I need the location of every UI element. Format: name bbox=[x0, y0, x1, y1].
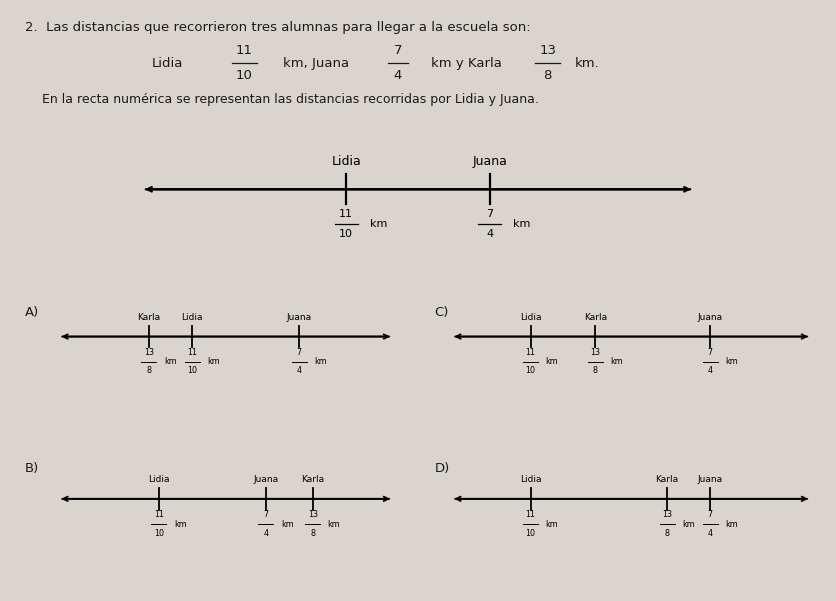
Text: km: km bbox=[370, 219, 387, 229]
Text: Lidia: Lidia bbox=[148, 475, 170, 484]
Text: 2.  Las distancias que recorrieron tres alumnas para llegar a la escuela son:: 2. Las distancias que recorrieron tres a… bbox=[25, 20, 531, 34]
Text: 10: 10 bbox=[526, 529, 536, 538]
Text: Juana: Juana bbox=[698, 475, 723, 484]
Text: 11: 11 bbox=[526, 348, 536, 357]
Text: B): B) bbox=[25, 462, 39, 475]
Text: 8: 8 bbox=[543, 69, 552, 82]
Text: km.: km. bbox=[575, 56, 600, 70]
Text: 8: 8 bbox=[593, 367, 598, 376]
Text: km: km bbox=[726, 358, 738, 366]
Text: 4: 4 bbox=[708, 529, 713, 538]
Text: 10: 10 bbox=[154, 529, 164, 538]
Text: 4: 4 bbox=[708, 367, 713, 376]
Text: A): A) bbox=[25, 306, 39, 319]
Text: 10: 10 bbox=[339, 229, 354, 239]
Text: Lidia: Lidia bbox=[520, 313, 541, 322]
Text: 13: 13 bbox=[539, 44, 556, 57]
Text: 11: 11 bbox=[187, 348, 197, 357]
Text: 11: 11 bbox=[236, 44, 252, 57]
Text: km: km bbox=[207, 358, 220, 366]
Text: 13: 13 bbox=[590, 348, 600, 357]
Text: 11: 11 bbox=[526, 510, 536, 519]
Text: Juana: Juana bbox=[287, 313, 312, 322]
Text: 8: 8 bbox=[310, 529, 315, 538]
Text: Juana: Juana bbox=[253, 475, 278, 484]
Text: km: km bbox=[546, 358, 558, 366]
Text: 13: 13 bbox=[144, 348, 154, 357]
Text: 11: 11 bbox=[339, 210, 354, 219]
Text: En la recta numérica se representan las distancias recorridas por Lidia y Juana.: En la recta numérica se representan las … bbox=[42, 93, 538, 106]
Text: C): C) bbox=[435, 306, 449, 319]
Text: km: km bbox=[174, 520, 186, 528]
Text: km: km bbox=[314, 358, 327, 366]
Text: km: km bbox=[546, 520, 558, 528]
Text: Lidia: Lidia bbox=[331, 154, 361, 168]
Text: km: km bbox=[164, 358, 176, 366]
Text: Karla: Karla bbox=[584, 313, 607, 322]
Text: 7: 7 bbox=[394, 44, 402, 57]
Text: 4: 4 bbox=[263, 529, 268, 538]
Text: Lidia: Lidia bbox=[151, 56, 183, 70]
Text: Juana: Juana bbox=[472, 154, 507, 168]
Text: km y Karla: km y Karla bbox=[431, 56, 502, 70]
Text: 10: 10 bbox=[187, 367, 197, 376]
Text: 7: 7 bbox=[708, 348, 713, 357]
Text: Karla: Karla bbox=[655, 475, 679, 484]
Text: 4: 4 bbox=[297, 367, 302, 376]
Text: km: km bbox=[610, 358, 623, 366]
Text: 11: 11 bbox=[154, 510, 164, 519]
Text: 13: 13 bbox=[308, 510, 318, 519]
Text: km: km bbox=[328, 520, 340, 528]
Text: 7: 7 bbox=[487, 210, 493, 219]
Text: 4: 4 bbox=[394, 69, 402, 82]
Text: 7: 7 bbox=[297, 348, 302, 357]
Text: Karla: Karla bbox=[301, 475, 324, 484]
Text: km, Juana: km, Juana bbox=[283, 56, 349, 70]
Text: 8: 8 bbox=[146, 367, 151, 376]
Text: 7: 7 bbox=[263, 510, 268, 519]
Text: 4: 4 bbox=[487, 229, 493, 239]
Text: km: km bbox=[682, 520, 695, 528]
Text: Karla: Karla bbox=[137, 313, 161, 322]
Text: 10: 10 bbox=[526, 367, 536, 376]
Text: km: km bbox=[726, 520, 738, 528]
Text: 7: 7 bbox=[708, 510, 713, 519]
Text: 13: 13 bbox=[662, 510, 672, 519]
Text: Juana: Juana bbox=[698, 313, 723, 322]
Text: D): D) bbox=[435, 462, 450, 475]
Text: Lidia: Lidia bbox=[181, 313, 203, 322]
Text: 10: 10 bbox=[236, 69, 252, 82]
Text: Lidia: Lidia bbox=[520, 475, 541, 484]
Text: 8: 8 bbox=[665, 529, 670, 538]
Text: km: km bbox=[281, 520, 293, 528]
Text: km: km bbox=[513, 219, 531, 229]
